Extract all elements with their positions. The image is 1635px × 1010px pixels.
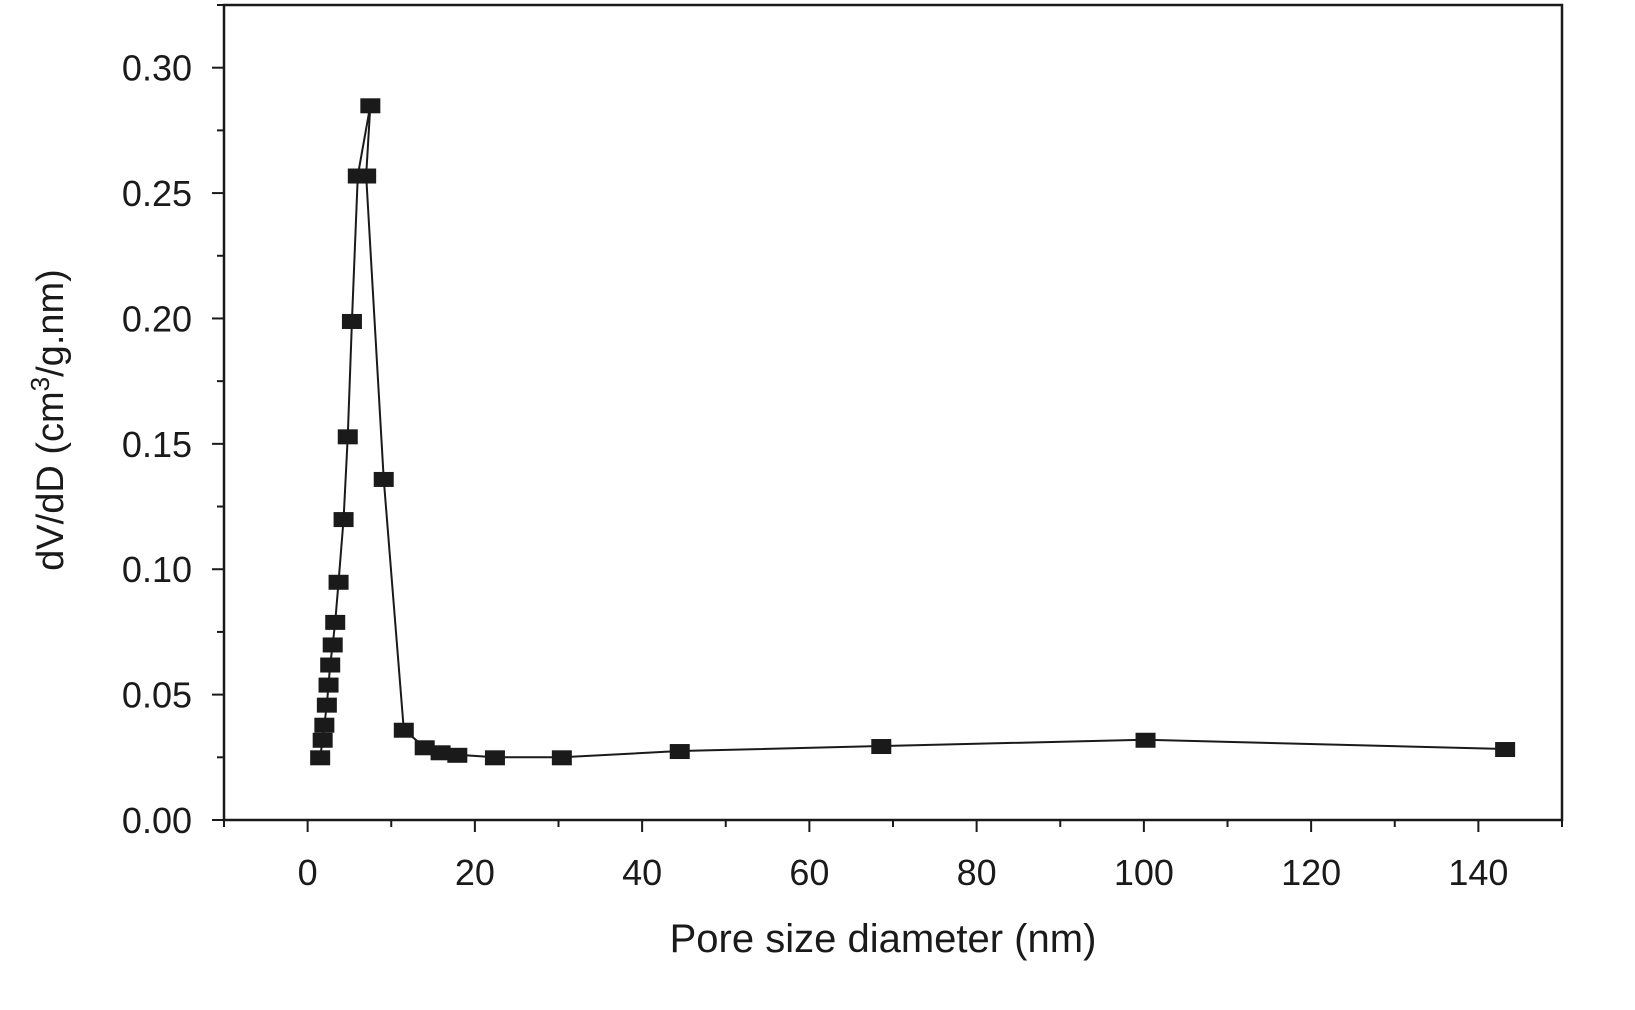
data-point bbox=[360, 98, 381, 114]
y-tick-label: 0.20 bbox=[122, 298, 192, 339]
data-point bbox=[669, 744, 690, 760]
x-tick-label: 120 bbox=[1281, 852, 1341, 893]
data-point bbox=[328, 574, 349, 590]
data-point bbox=[1495, 742, 1516, 758]
data-point bbox=[447, 747, 468, 763]
data-point bbox=[356, 168, 377, 184]
x-tick-label: 0 bbox=[298, 852, 318, 893]
y-axis-label: dV/dD (cm3/g.nm) bbox=[25, 269, 72, 571]
data-point bbox=[373, 471, 394, 487]
x-axis: 0 20 40 60 80 100 120 140 bbox=[223, 820, 1563, 893]
data-point bbox=[318, 677, 339, 693]
y-tick-label: 0.00 bbox=[122, 800, 192, 841]
data-point bbox=[393, 722, 414, 738]
y-axis: 0.00 0.05 0.10 0.15 0.20 0.25 0.30 bbox=[122, 4, 224, 841]
data-point bbox=[320, 657, 341, 673]
y-tick-label: 0.10 bbox=[122, 549, 192, 590]
data-point bbox=[337, 429, 358, 445]
series-line bbox=[319, 105, 1506, 759]
data-point bbox=[325, 614, 346, 630]
y-tick-label: 0.15 bbox=[122, 424, 192, 465]
x-tick-label: 80 bbox=[957, 852, 997, 893]
data-point bbox=[1135, 732, 1156, 748]
x-tick-label: 20 bbox=[455, 852, 495, 893]
data-point bbox=[314, 717, 335, 733]
y-tick-label: 0.05 bbox=[122, 675, 192, 716]
data-point bbox=[316, 697, 337, 713]
plot-frame bbox=[222, 3, 1564, 822]
data-point bbox=[484, 750, 505, 766]
x-axis-label: Pore size diameter (nm) bbox=[670, 917, 1097, 961]
x-tick-label: 140 bbox=[1448, 852, 1508, 893]
data-point bbox=[430, 745, 451, 761]
data-point bbox=[312, 732, 333, 748]
data-point bbox=[551, 750, 572, 766]
data-point bbox=[341, 313, 362, 329]
x-tick-label: 40 bbox=[622, 852, 662, 893]
x-tick-label: 100 bbox=[1114, 852, 1174, 893]
series-markers bbox=[310, 98, 1516, 766]
data-point bbox=[322, 637, 343, 653]
data-point bbox=[414, 740, 435, 756]
data-point bbox=[333, 512, 354, 528]
data-point bbox=[310, 750, 331, 766]
y-tick-label: 0.25 bbox=[122, 173, 192, 214]
data-point bbox=[871, 739, 892, 755]
x-tick-label: 60 bbox=[789, 852, 829, 893]
y-tick-label: 0.30 bbox=[122, 48, 192, 89]
